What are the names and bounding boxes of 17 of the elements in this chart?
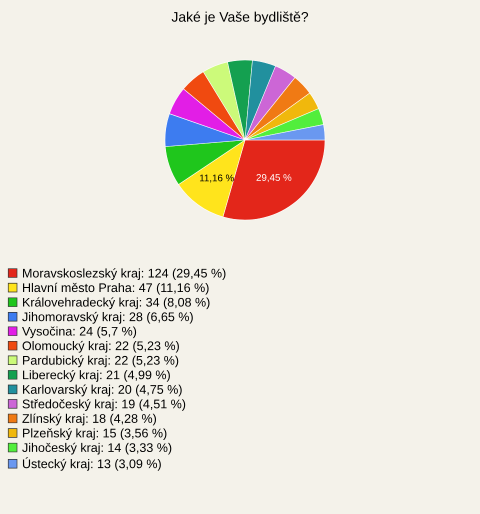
legend-label: Ústecký kraj: 13 (3,09 %) bbox=[22, 457, 161, 471]
data-label: 29,45 % bbox=[256, 174, 292, 182]
data-label: 11,16 % bbox=[200, 174, 234, 183]
legend-label: Královehradecký kraj: 34 (8,08 %) bbox=[23, 297, 210, 310]
legend-label: Zlínský kraj: 18 (4,28 %) bbox=[22, 414, 156, 426]
legend-label: Plzeňský kraj: 15 (3,56 %) bbox=[23, 428, 166, 440]
legend-label: Liberecký kraj: 21 (4,99 %) bbox=[23, 370, 170, 382]
legend-label: Jihomoravský kraj: 28 (6,65 %) bbox=[22, 312, 193, 324]
legend-label: Hlavní město Praha: 47 (11,16 %) bbox=[23, 282, 209, 295]
legend-label: Jihočeský kraj: 14 (3,33 %) bbox=[22, 442, 172, 455]
legend-label: Vysočina: 24 (5,7 %) bbox=[22, 326, 136, 338]
legend-label: Pardubický kraj: 22 (5,23 %) bbox=[23, 355, 178, 368]
legend-label: Olomoucký kraj: 22 (5,23 %) bbox=[22, 340, 179, 353]
legend-label: Moravskoslezský kraj: 124 (29,45 %) bbox=[23, 268, 226, 280]
chart-title: Jaké je Vaše bydliště? bbox=[172, 11, 308, 25]
legend-label: Karlovarský kraj: 20 (4,75 %) bbox=[23, 384, 182, 396]
legend-label: Středočeský kraj: 19 (4,51 %) bbox=[22, 399, 186, 411]
